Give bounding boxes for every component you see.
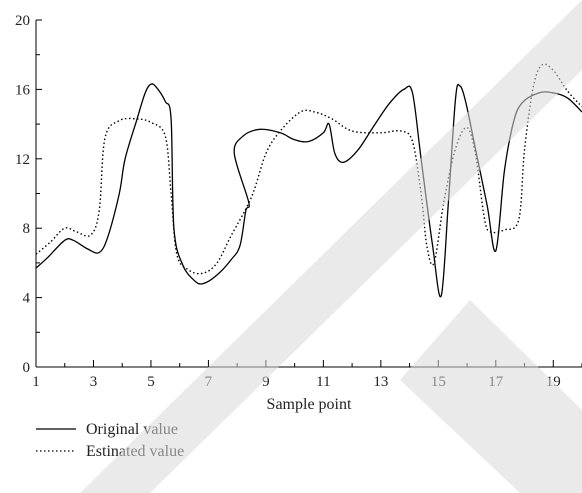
x-tick-label: 5	[147, 374, 155, 390]
y-tick-label: 16	[15, 82, 31, 98]
series-line-original	[36, 83, 582, 298]
x-tick-label: 1	[32, 374, 40, 390]
legend-item-original: Original value	[36, 421, 178, 438]
legend-label-original: Original value	[86, 421, 178, 438]
x-tick-label: 3	[90, 374, 98, 390]
series-line-estimated	[36, 63, 582, 275]
series-layer	[36, 63, 582, 298]
y-tick-label: 4	[23, 291, 31, 307]
y-tick-label: 0	[23, 360, 31, 376]
y-tick-label: 20	[15, 13, 30, 29]
legend-label-estimated: Estinated value	[86, 443, 184, 460]
y-ticks: 0 4 8 12 16 20	[15, 13, 42, 376]
x-tick-label: 9	[262, 374, 270, 390]
x-tick-label: 17	[488, 374, 504, 390]
x-tick-label: 7	[205, 374, 213, 390]
x-tick-label: 11	[316, 374, 330, 390]
x-ticks: 1 3 5 7 9 11 13 15 17 19	[32, 360, 582, 390]
x-tick-label: 13	[373, 374, 388, 390]
x-tick-label: 19	[546, 374, 561, 390]
legend-item-estimated: Estinated value	[36, 443, 184, 460]
y-tick-label: 8	[23, 221, 31, 237]
y-tick-label: 12	[15, 152, 30, 168]
x-tick-label: 15	[431, 374, 446, 390]
x-axis-label: Sample point	[267, 396, 352, 413]
legend: Original value Estinated value	[36, 421, 184, 460]
axes	[35, 20, 582, 368]
